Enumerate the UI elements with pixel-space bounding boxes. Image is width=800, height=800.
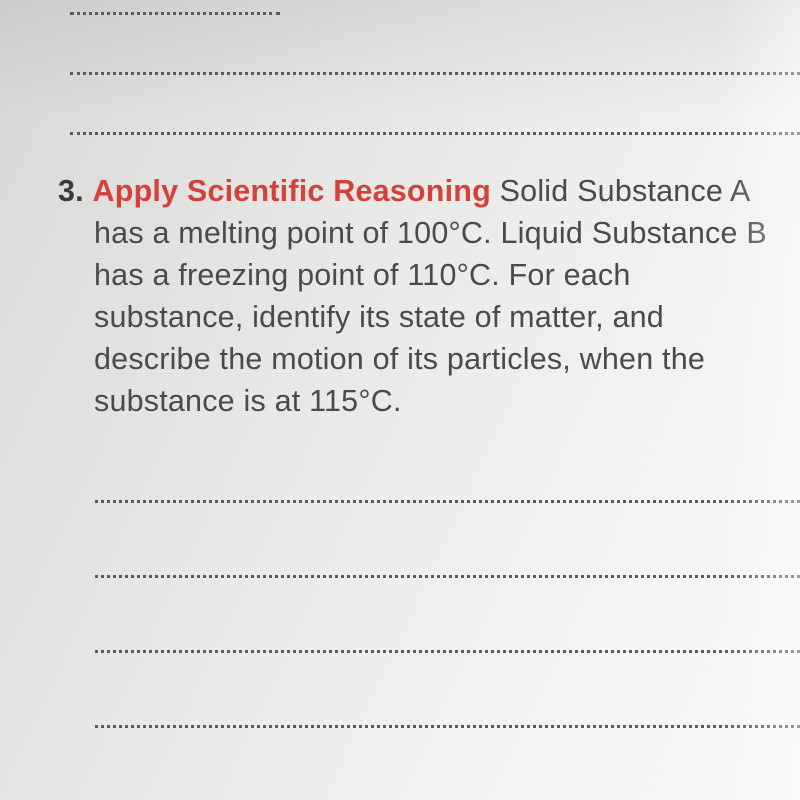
dotted-rule-answer-2 <box>95 650 800 653</box>
question-number: 3. <box>58 174 84 208</box>
question-body-rest: Substance A has a melting point of 100°C… <box>94 174 767 418</box>
question-3: 3. Apply Scientific Reasoning Solid Subs… <box>58 170 778 422</box>
textbook-page: 3. Apply Scientific Reasoning Solid Subs… <box>0 0 800 800</box>
dotted-rule-answer-3 <box>95 725 800 728</box>
question-body-lead: Solid <box>500 174 569 208</box>
dotted-rule-answer-1 <box>95 575 800 578</box>
dotted-rule-top-2 <box>70 132 800 135</box>
dotted-rule-answer-0 <box>95 500 800 503</box>
dotted-rule-top-1 <box>70 72 800 75</box>
dotted-rule-top-0 <box>70 12 280 15</box>
question-text: 3. Apply Scientific Reasoning Solid Subs… <box>58 170 778 422</box>
question-heading: Apply Scientific Reasoning <box>93 174 491 208</box>
page-top-shadow <box>0 0 800 120</box>
